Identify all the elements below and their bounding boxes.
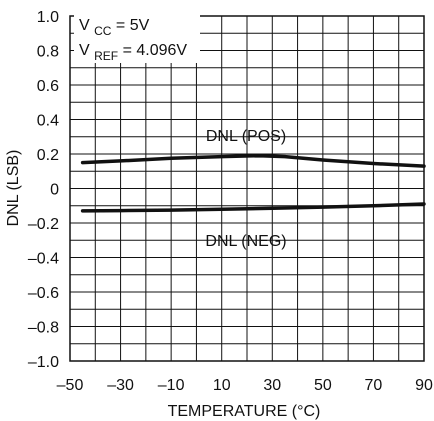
y-axis-title: DNL (LSB) [5, 150, 22, 227]
plot-frame [69, 15, 425, 362]
series-label-dnl-pos: DNL (POS) [206, 128, 286, 145]
x-tick-label: 70 [365, 377, 383, 394]
x-tick-labels: –50 –30 –10 10 30 50 70 90 [57, 377, 433, 394]
y-tick-label: 0 [50, 182, 59, 199]
y-tick-label: 0.2 [37, 147, 59, 164]
x-tick-label: –10 [158, 377, 185, 394]
series-label-dnl-neg: DNL (NEG) [205, 233, 286, 250]
condition-vcc-sub: CC [94, 24, 112, 38]
x-tick-label: –30 [107, 377, 134, 394]
condition-vcc-base: V [79, 17, 90, 34]
y-tick-label: 1.0 [37, 9, 59, 26]
condition-vref-base: V [79, 42, 90, 59]
x-tick-label: 90 [415, 377, 433, 394]
condition-vcc-rest: = 5V [116, 17, 150, 34]
x-axis-title: TEMPERATURE (°C) [168, 403, 321, 420]
grid [69, 15, 425, 362]
x-tick-label: –50 [57, 377, 84, 394]
y-tick-label: –1.0 [28, 354, 59, 371]
y-tick-labels: 1.0 0.8 0.6 0.4 0.2 0 –0.2 –0.4 –0.6 –0.8 –1.0 [28, 9, 59, 371]
x-tick-label: 30 [263, 377, 281, 394]
condition-vref: V REF = 4.096V [79, 42, 187, 64]
y-tick-label: –0.4 [28, 251, 59, 268]
y-tick-label: –0.2 [28, 216, 59, 233]
x-tick-label: 50 [314, 377, 332, 394]
y-tick-label: –0.6 [28, 285, 59, 302]
series-line-dnl-pos [80, 153, 426, 168]
condition-annotation-background [74, 13, 200, 63]
series-line-dnl-neg [80, 202, 426, 213]
y-tick-label: 0.6 [37, 78, 59, 95]
x-tick-label: 10 [213, 377, 231, 394]
series-lines [80, 153, 426, 213]
y-tick-label: –0.8 [28, 320, 59, 337]
condition-annotation: V CC = 5V V REF = 4.096V [74, 13, 200, 64]
y-tick-label: 0.4 [37, 113, 59, 130]
y-tick-label: 0.8 [37, 44, 59, 61]
condition-vref-rest: = 4.096V [123, 42, 188, 59]
condition-vref-sub: REF [94, 49, 118, 63]
condition-vcc: V CC = 5V [79, 17, 150, 39]
